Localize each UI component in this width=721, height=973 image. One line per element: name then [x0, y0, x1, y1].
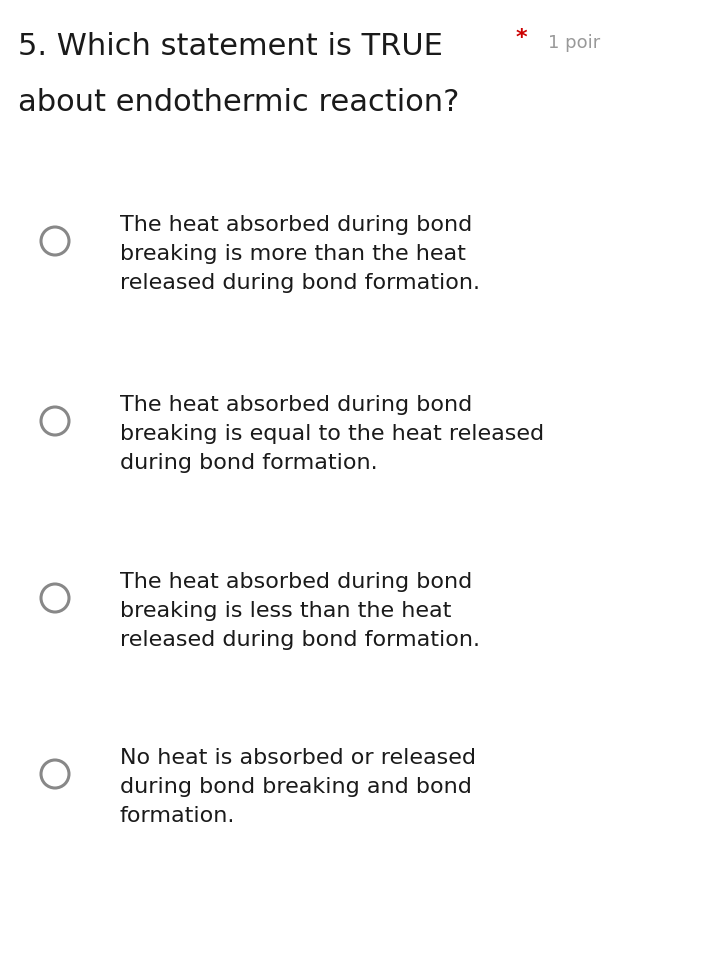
Text: No heat is absorbed or released
during bond breaking and bond
formation.: No heat is absorbed or released during b…	[120, 748, 476, 826]
Text: 5. Which statement is TRUE: 5. Which statement is TRUE	[18, 32, 443, 61]
Text: about endothermic reaction?: about endothermic reaction?	[18, 88, 459, 117]
Text: The heat absorbed during bond
breaking is less than the heat
released during bon: The heat absorbed during bond breaking i…	[120, 572, 480, 650]
Text: The heat absorbed during bond
breaking is more than the heat
released during bon: The heat absorbed during bond breaking i…	[120, 215, 480, 293]
Text: The heat absorbed during bond
breaking is equal to the heat released
during bond: The heat absorbed during bond breaking i…	[120, 395, 544, 473]
Text: *: *	[516, 28, 528, 48]
Text: 1 poir: 1 poir	[548, 34, 601, 52]
